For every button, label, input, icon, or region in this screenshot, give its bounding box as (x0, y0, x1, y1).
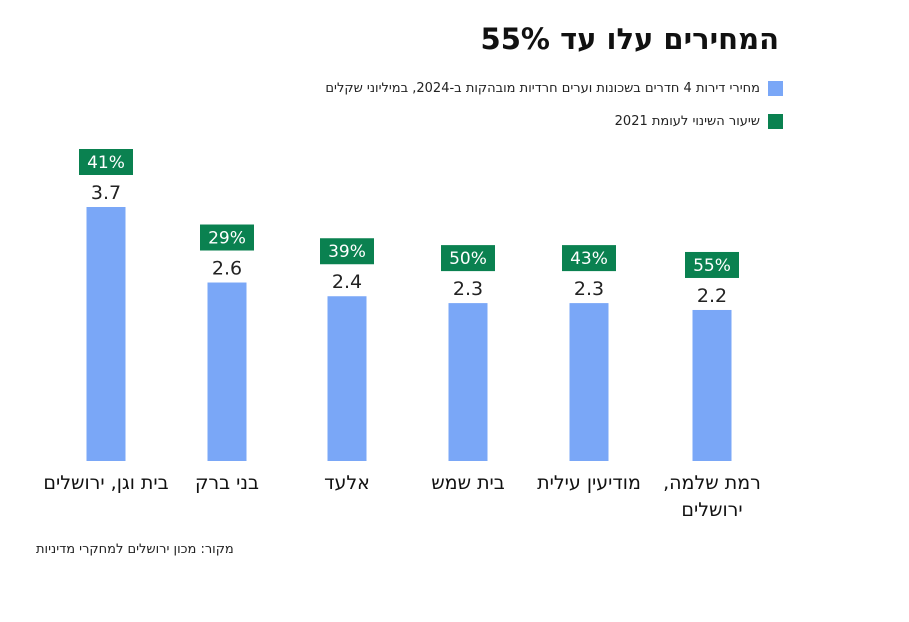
chart-title: המחירים עלו עד 55% (480, 22, 779, 56)
bar-3 (448, 303, 488, 461)
value-label-2: 2.4 (332, 271, 362, 293)
change-label-5: 55% (693, 256, 731, 276)
value-label-1: 2.6 (212, 258, 242, 280)
source-note: מקור: מכון ירושלים למחקרי מדיניות (36, 542, 234, 557)
category-label-1: בני ברק (195, 472, 259, 494)
change-label-2: 39% (328, 242, 366, 262)
legend-label-price: מחירי דירות 4 חדרים בשכונות וערים חרדיות… (325, 81, 760, 96)
bar-4 (569, 303, 609, 461)
legend-item-price: מחירי דירות 4 חדרים בשכונות וערים חרדיות… (325, 81, 783, 96)
change-badge-1 (200, 224, 254, 251)
change-badge-5 (685, 251, 739, 278)
change-badge-2 (320, 238, 374, 265)
bar-1 (207, 282, 247, 461)
bar-0 (86, 207, 126, 461)
bar-2 (327, 296, 367, 461)
change-label-4: 43% (570, 249, 608, 269)
change-badge-0 (79, 149, 133, 175)
value-label-0: 3.7 (91, 182, 121, 204)
change-label-1: 29% (208, 229, 246, 249)
value-label-5: 2.2 (697, 285, 727, 307)
legend-swatch-change (768, 114, 783, 129)
category-label-3: בית שמש (431, 472, 505, 494)
legend-label-change: שיעור השינוי לעומת 2021 (614, 114, 760, 129)
change-label-0: 41% (87, 153, 125, 173)
change-label-3: 50% (449, 249, 487, 269)
category-label-5-line-0: רמת שלמה, (663, 472, 761, 494)
category-label-0: בית וגן, ירושלים (43, 472, 168, 494)
category-label-2: אלעד (324, 472, 370, 494)
bar-5 (692, 309, 732, 461)
change-badge-3 (441, 245, 495, 272)
value-label-3: 2.3 (453, 278, 483, 300)
legend-swatch-price (768, 81, 783, 96)
legend-item-change: שיעור השינוי לעומת 2021 (615, 114, 783, 129)
category-label-4: מודיעין עילית (537, 472, 641, 494)
change-badge-4 (562, 245, 616, 272)
value-label-4: 2.3 (574, 278, 604, 300)
category-label-5-line-1: ירושלים (681, 499, 742, 521)
